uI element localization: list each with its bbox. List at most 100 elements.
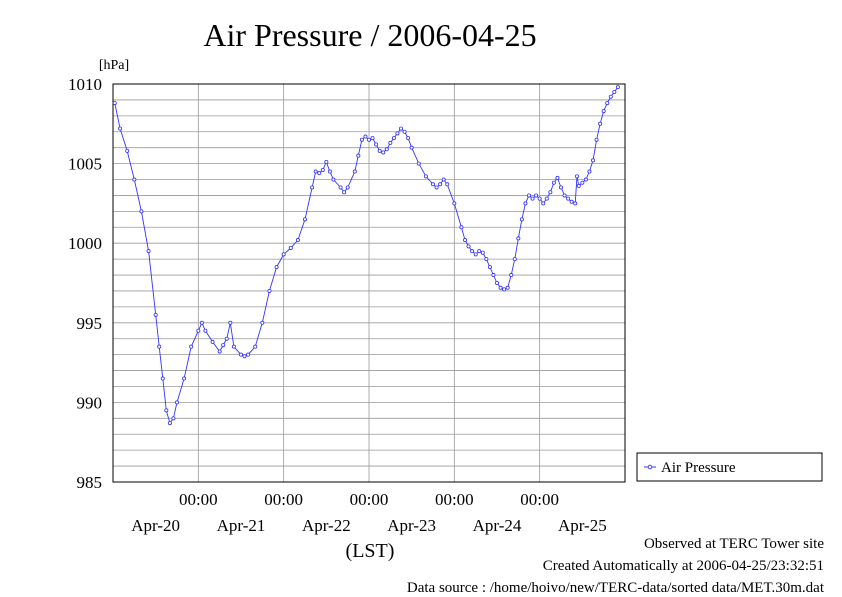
data-point <box>132 177 137 182</box>
legend-box <box>636 452 823 482</box>
plot-frame <box>112 83 626 483</box>
data-point <box>391 136 396 141</box>
data-point <box>363 134 368 139</box>
data-point <box>594 137 599 142</box>
data-point <box>228 320 233 325</box>
data-point <box>569 199 574 204</box>
y-tick-label: 995 <box>77 314 103 333</box>
data-point <box>498 285 503 290</box>
data-point <box>381 150 386 155</box>
x-tick-time-label: 00:00 <box>520 490 559 509</box>
y-tick-label: 985 <box>77 473 103 492</box>
y-axis-unit-label: [hPa] <box>99 58 129 73</box>
data-point <box>313 169 318 174</box>
data-point <box>516 236 521 241</box>
data-point <box>573 201 578 206</box>
data-point <box>221 343 226 348</box>
data-point <box>409 145 414 150</box>
data-point <box>242 354 247 359</box>
data-point <box>512 257 517 262</box>
data-point <box>384 147 389 152</box>
data-point <box>544 196 549 201</box>
data-point <box>253 344 258 349</box>
data-point <box>317 171 322 176</box>
created-note: Created Automatically at 2006-04-25/23:3… <box>542 558 824 574</box>
data-point <box>231 344 236 349</box>
data-point <box>189 344 194 349</box>
x-tick-time-label: 00:00 <box>350 490 389 509</box>
data-point <box>359 137 364 142</box>
data-point <box>388 140 393 145</box>
data-point <box>555 175 560 180</box>
data-point <box>430 182 435 187</box>
data-point <box>260 320 265 325</box>
data-point <box>519 217 524 222</box>
data-point <box>502 287 507 292</box>
x-tick-date-label: Apr-25 <box>558 516 607 535</box>
data-point <box>398 126 403 131</box>
data-point <box>174 400 179 405</box>
data-point <box>182 376 187 381</box>
data-point <box>370 136 375 141</box>
data-point <box>466 244 471 249</box>
data-point <box>551 180 556 185</box>
data-point <box>537 196 542 201</box>
data-point <box>441 177 446 182</box>
data-point <box>583 177 588 182</box>
data-point <box>146 249 151 254</box>
data-point <box>125 148 130 153</box>
gridlines <box>113 84 625 482</box>
data-point <box>615 85 620 90</box>
data-point <box>374 142 379 147</box>
data-point <box>118 126 123 131</box>
data-point <box>203 328 208 333</box>
x-tick-date-label: Apr-22 <box>302 516 351 535</box>
data-point <box>462 238 467 243</box>
data-point <box>167 421 172 426</box>
data-point <box>157 344 162 349</box>
data-point <box>171 416 176 421</box>
data-point <box>559 185 564 190</box>
x-tick-date-label: Apr-23 <box>387 516 436 535</box>
data-point <box>434 185 439 190</box>
x-tick-time-label: 00:00 <box>435 490 474 509</box>
data-point <box>331 177 336 182</box>
legend-label: Air Pressure <box>661 460 736 476</box>
data-point <box>164 408 169 413</box>
data-point <box>562 193 567 198</box>
observed-note: Observed at TERC Tower site <box>643 536 824 552</box>
data-point <box>438 182 443 187</box>
data-point <box>575 174 580 179</box>
data-point <box>548 190 553 195</box>
data-point <box>470 249 475 254</box>
data-point <box>342 190 347 195</box>
data-point <box>591 158 596 163</box>
data-point <box>541 201 546 206</box>
data-point <box>480 250 485 255</box>
data-point <box>295 238 300 243</box>
data-point <box>199 320 204 325</box>
data-point <box>320 167 325 172</box>
data-point <box>601 109 606 114</box>
data-point <box>395 131 400 136</box>
data-point <box>281 252 286 257</box>
data-point <box>210 339 215 344</box>
data-point <box>534 193 539 198</box>
data-point <box>238 352 243 357</box>
data-point <box>274 265 279 270</box>
data-point <box>416 161 421 166</box>
data-point <box>224 336 229 341</box>
source-note: Data source : /home/hoivo/new/TERC-data/… <box>406 580 824 596</box>
legend: Air Pressure <box>636 452 823 482</box>
data-point <box>327 169 332 174</box>
data-point <box>406 136 411 141</box>
x-axis-label: (LST) <box>346 540 395 562</box>
data-point <box>530 196 535 201</box>
data-point <box>527 193 532 198</box>
y-tick-label: 1000 <box>68 234 102 253</box>
data-point <box>494 280 499 285</box>
data-point <box>338 185 343 190</box>
data-point <box>356 153 361 158</box>
data-point <box>112 101 117 106</box>
